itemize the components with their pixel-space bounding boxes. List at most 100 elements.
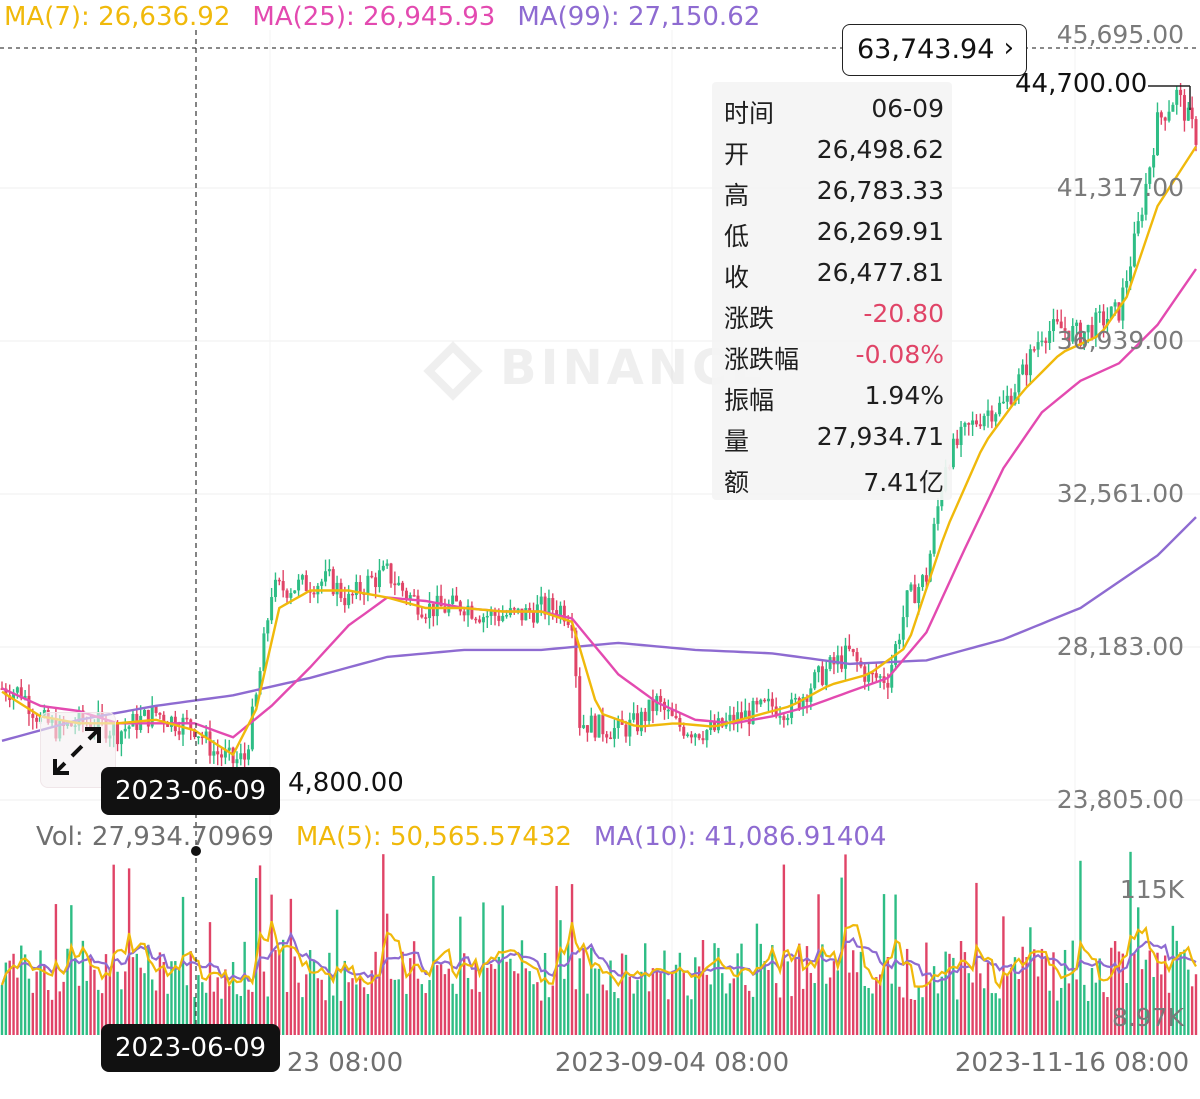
volume-bar [886,957,890,1035]
volume-bar [1133,953,1136,1035]
candle-body [924,575,928,582]
volume-bar [127,868,131,1035]
candle-body [1140,214,1144,222]
volume-bar [258,865,262,1035]
volume-bar [1021,946,1024,1035]
candle-body [404,590,408,599]
volume-bar [690,999,693,1035]
candle-body [1005,395,1009,402]
candle-body [666,709,670,712]
volume-bar [832,961,836,1035]
volume-bar [821,944,824,1035]
last-price-button[interactable]: 63,743.94 › [842,24,1027,76]
volume-bar [301,997,304,1035]
candle-body [797,697,801,709]
volume-bar [1190,986,1194,1035]
candle-body [424,617,428,619]
volume-bar [362,987,366,1035]
volume-bar [85,980,88,1035]
volume-bar [23,954,27,1035]
price-tick-label: 23,805.00 [1057,785,1184,814]
volume-bar [998,998,1001,1035]
candle-body [535,604,539,623]
time-tick-label: 23 08:00 [287,1048,403,1078]
candle-body [208,731,212,756]
volume-bar [647,991,651,1035]
volume-bar [486,967,489,1035]
tooltip-key: 高 [724,181,750,210]
volume-bar [266,996,269,1035]
volume-bar [913,999,917,1035]
candle-body [786,717,790,721]
candle-body [1113,302,1117,307]
candle-body [277,579,281,582]
volume-bar [66,948,69,1035]
candle-body [285,590,289,598]
volume-bar [528,971,531,1035]
volume-bar [335,909,339,1035]
volume-bar [197,975,200,1035]
volume-bar [154,990,158,1035]
price-tick-label: 32,561.00 [1057,479,1184,508]
candle-body [377,570,381,588]
time-tick-label: 2023-11-16 08:00 [955,1048,1189,1078]
candle-body [116,724,120,745]
candle-body [551,598,555,611]
candle-body [443,606,447,613]
volume-bar [940,976,943,1035]
candle-body [1117,302,1121,321]
volume-bar [520,940,524,1035]
candle-body [828,657,832,669]
candle-body [347,593,351,606]
candle-body [770,698,774,707]
candle-body [250,706,254,750]
candle-body [624,724,628,737]
volume-bar [220,998,223,1035]
candle-body [909,584,913,591]
candle-body [651,699,655,712]
candle-body [1021,364,1025,375]
candle-body [470,605,474,619]
volume-bar [16,977,19,1035]
volume-bar [967,973,970,1035]
price-tick-label: 28,183.00 [1057,632,1184,661]
tooltip-row: 低 26,269.91 [724,211,944,251]
volume-bar [628,976,632,1035]
volume-bar [385,913,389,1035]
candle-body [836,655,840,665]
tooltip-value: 7.41亿 [863,468,944,497]
candle-body [293,590,297,594]
volume-bar [181,896,185,1035]
volume-bar [790,996,793,1035]
volume-bar [451,983,454,1035]
candle-body [674,715,678,719]
volume-bar [409,958,412,1035]
candle-body [736,712,740,724]
candle-body [705,730,709,741]
volume-bar [932,966,936,1035]
candle-body [127,726,131,729]
volume-bar [185,985,189,1035]
volume-bar [459,916,462,1035]
candle-body [867,672,871,682]
volume-bar [1125,983,1128,1035]
volume-bar [1144,959,1148,1035]
volume-bar [774,983,778,1035]
candle-body [921,575,925,588]
candle-body [609,737,613,740]
candle-body [312,592,316,595]
volume-bar [204,992,208,1035]
volume-bar [1113,941,1117,1035]
candle-body [227,747,231,751]
volume-bar [428,980,431,1035]
volume-bar [929,981,932,1035]
volume-bar [905,948,909,1035]
volume-bar [620,953,624,1035]
volume-bar [289,898,293,1035]
volume-bar [509,958,512,1035]
volume-bar [405,993,408,1035]
crosshair-price-tag: 2023-06-09 [101,767,281,815]
candle-body [1144,183,1148,215]
candle-body [35,717,39,722]
